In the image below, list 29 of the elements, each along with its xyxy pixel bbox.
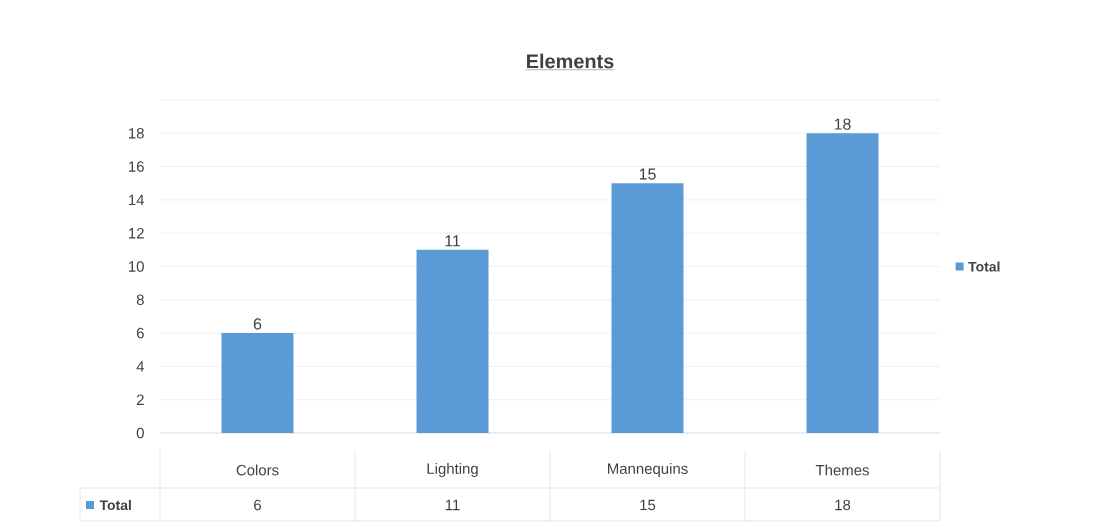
data-label: 15 <box>640 499 656 511</box>
chart-title: Elements <box>527 53 614 69</box>
annotation: 18 <box>834 118 851 130</box>
annotation: 15 <box>639 168 656 180</box>
data-label: 18 <box>835 499 851 511</box>
bar <box>416 249 489 433</box>
bar <box>221 333 294 433</box>
y-tick-label: 2 <box>136 394 144 405</box>
x-tick-label: Themes <box>815 464 869 476</box>
y-tick-label: 18 <box>129 127 144 139</box>
y-tick-label: 6 <box>136 327 144 339</box>
y-tick-label: 14 <box>129 194 145 206</box>
x-tick-label: Colors <box>236 464 279 476</box>
legend-label: Total <box>968 261 1000 272</box>
x-tick-label: Mannequins <box>608 463 688 477</box>
annotation: 11 <box>445 235 460 247</box>
y-tick-label: 10 <box>129 261 144 272</box>
y-tick-label: 12 <box>129 227 144 239</box>
y-tick-label: 8 <box>136 294 144 306</box>
bar <box>611 183 684 433</box>
data-label: 11 <box>445 499 460 511</box>
y-tick-label: 0 <box>136 427 144 439</box>
data-label: 6 <box>254 499 262 511</box>
annotation: 6 <box>253 318 262 330</box>
y-tick-label: 16 <box>129 161 144 172</box>
y-tick-label: 4 <box>136 361 145 372</box>
text: Total <box>99 499 131 511</box>
bar <box>806 133 879 433</box>
x-tick-label: Lighting <box>427 463 478 477</box>
